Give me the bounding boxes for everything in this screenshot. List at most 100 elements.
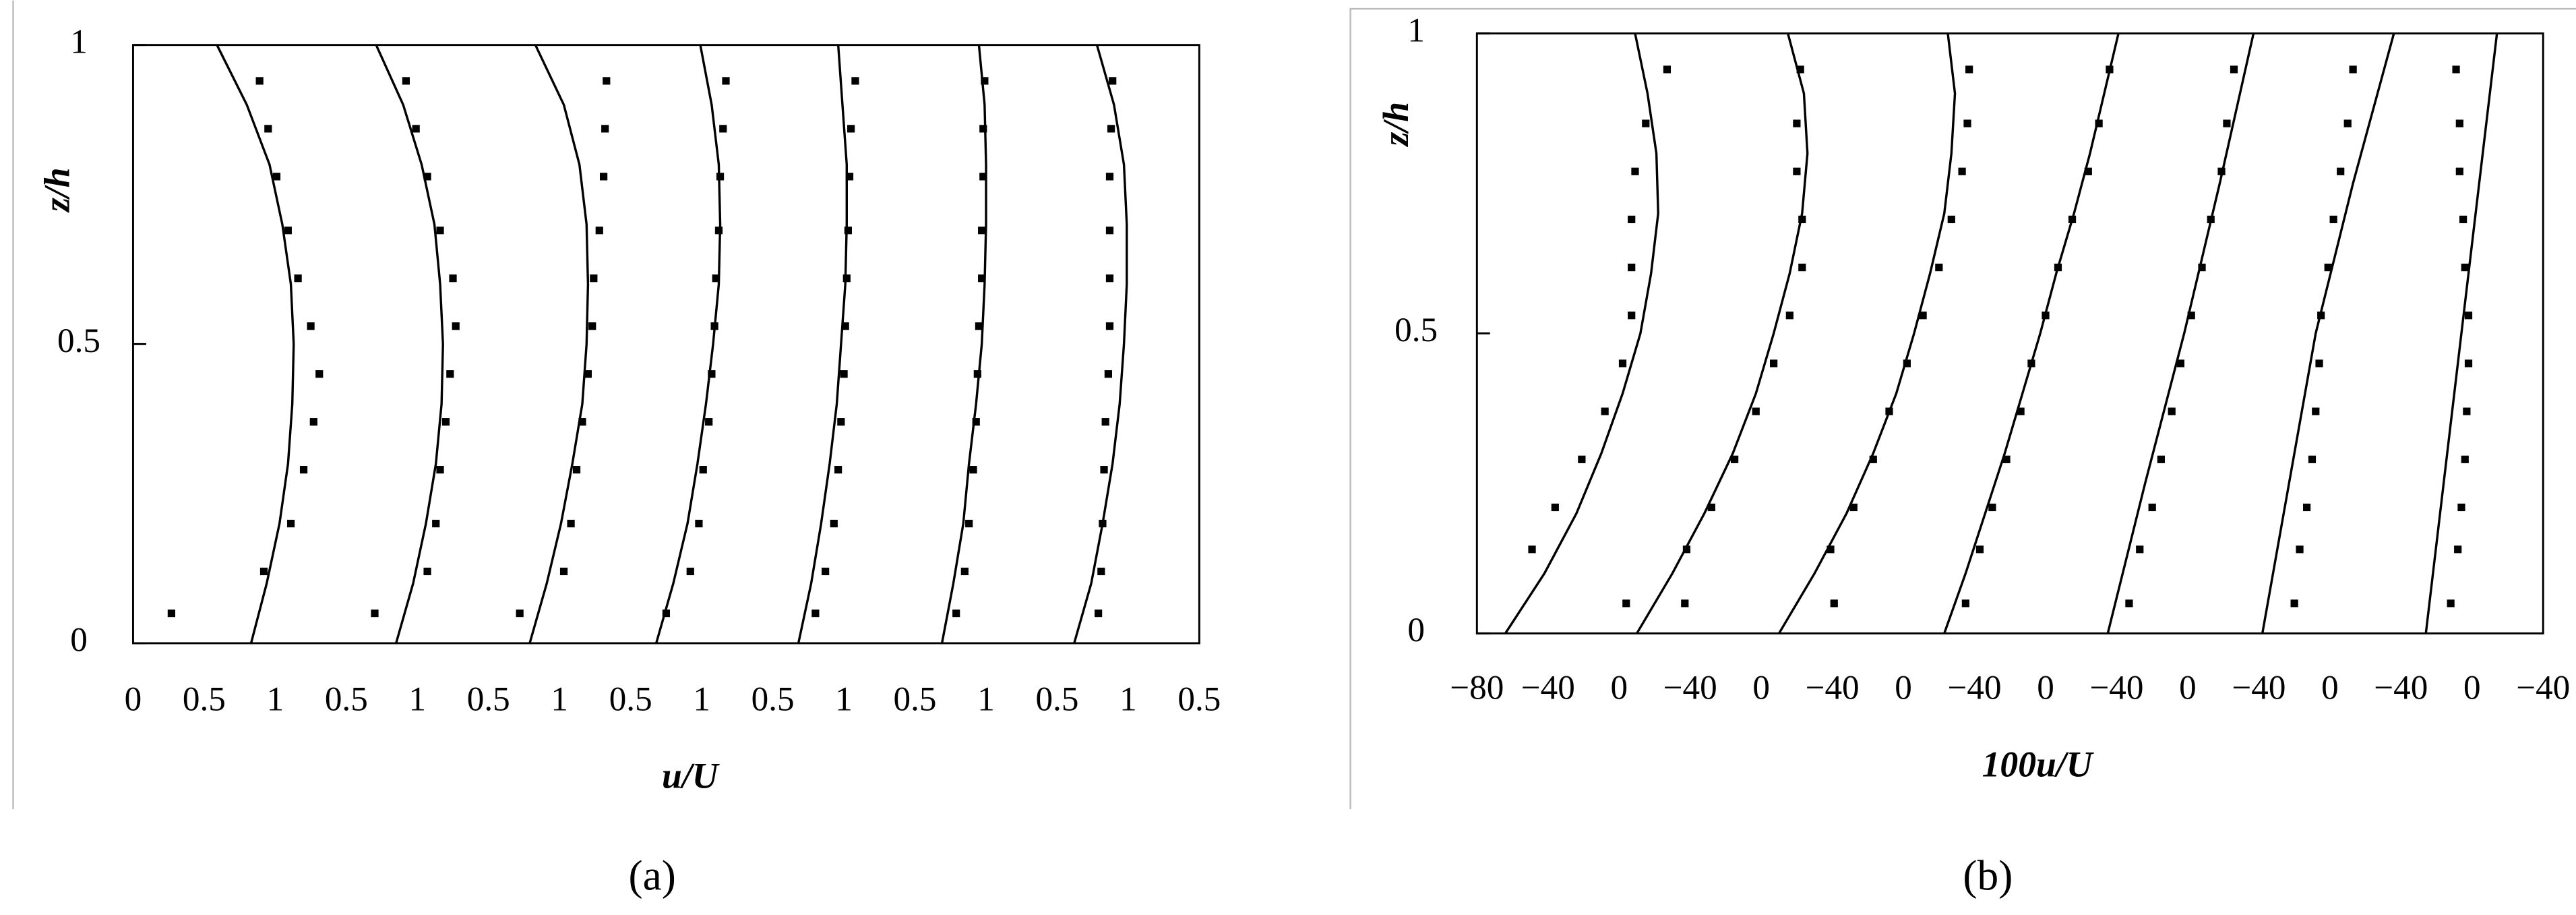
data-point: [1631, 167, 1639, 175]
y-tick-label: 0: [70, 621, 88, 659]
x-tick-label: 0.5: [894, 680, 937, 718]
data-point: [1099, 519, 1107, 528]
x-tick-label: 0.5: [183, 680, 226, 718]
data-point: [1095, 609, 1103, 618]
data-point: [2315, 359, 2323, 367]
data-point: [973, 370, 981, 378]
data-point: [837, 418, 845, 426]
data-point: [2002, 455, 2011, 463]
data-point: [432, 519, 440, 528]
data-point: [402, 77, 410, 85]
data-point: [441, 418, 450, 426]
data-point: [979, 173, 987, 181]
data-point: [842, 274, 851, 283]
x-tick-label: −40: [2516, 668, 2570, 707]
data-point: [969, 466, 977, 474]
data-point: [699, 466, 707, 474]
data-point: [599, 173, 608, 181]
data-point: [449, 274, 457, 283]
data-point: [2068, 215, 2077, 224]
x-tick-label: −40: [2374, 668, 2428, 707]
data-point: [1919, 312, 1927, 320]
data-point: [1663, 65, 1672, 73]
data-point: [2095, 119, 2103, 127]
data-point: [1770, 359, 1778, 367]
data-point: [559, 567, 568, 576]
data-point: [2125, 599, 2133, 608]
data-point: [851, 77, 859, 85]
x-tick-label: 0: [2037, 668, 2054, 707]
data-point: [830, 519, 838, 528]
x-tick-label: 0.5: [1177, 680, 1221, 718]
x-tick-label: 1: [1120, 680, 1137, 718]
data-point: [2455, 167, 2463, 175]
data-point: [412, 125, 420, 133]
data-point: [572, 466, 581, 474]
data-point: [1105, 227, 1114, 235]
data-point: [2337, 167, 2345, 175]
x-tick-label: 0: [1610, 668, 1628, 707]
y-tick-label: 0: [1407, 611, 1425, 649]
data-point: [1642, 119, 1650, 127]
data-point: [436, 227, 444, 235]
data-point: [1988, 503, 1996, 512]
data-point: [2157, 455, 2165, 463]
data-point: [255, 77, 264, 85]
profile-line: [375, 44, 444, 644]
panel-frame: [1349, 7, 2576, 810]
data-point: [2324, 263, 2332, 272]
data-point: [2136, 545, 2144, 554]
data-point: [1104, 370, 1112, 378]
data-point: [1105, 274, 1114, 283]
data-point: [584, 370, 592, 378]
data-point: [1551, 503, 1559, 512]
data-point: [1975, 545, 1984, 554]
data-point: [979, 125, 987, 133]
data-point: [1869, 455, 1877, 463]
x-tick-label: 1: [835, 680, 853, 718]
data-point: [844, 227, 852, 235]
x-tick-label: 0: [125, 680, 142, 718]
profile-line: [2424, 33, 2498, 634]
data-point: [2312, 407, 2320, 415]
data-point: [714, 227, 723, 235]
data-point: [1682, 545, 1691, 554]
data-point: [286, 519, 295, 528]
data-point: [315, 370, 324, 378]
profile-line: [528, 44, 590, 644]
data-point: [446, 370, 454, 378]
data-point: [686, 567, 694, 576]
data-point: [1752, 407, 1760, 415]
data-point: [1528, 545, 1536, 554]
data-point: [2461, 455, 2469, 463]
data-point: [2290, 599, 2298, 608]
data-point: [1105, 173, 1114, 181]
profile-line: [1504, 33, 1659, 634]
x-tick-label: 0.5: [609, 680, 652, 718]
x-tick-label: 0.5: [752, 680, 795, 718]
x-axis-label: 100u/U: [1982, 744, 2095, 785]
data-point: [965, 519, 973, 528]
data-point: [2017, 407, 2025, 415]
data-point: [2349, 65, 2357, 73]
data-point: [2454, 545, 2462, 554]
data-point: [2042, 312, 2050, 320]
data-point: [811, 609, 820, 618]
profile-line: [940, 45, 987, 644]
profile-line: [654, 45, 722, 644]
data-point: [2461, 263, 2469, 272]
data-point: [1935, 263, 1943, 272]
data-point: [294, 274, 302, 283]
data-point: [695, 519, 703, 528]
profile-line: [216, 44, 295, 644]
x-tick-label: 0: [2179, 668, 2197, 707]
data-point: [1628, 263, 1636, 272]
data-point: [1903, 359, 1911, 367]
data-point: [1097, 567, 1105, 576]
data-point: [981, 77, 989, 85]
data-point: [2452, 65, 2460, 73]
x-tick-label: 1: [551, 680, 568, 718]
y-tick-label: 1: [1407, 11, 1425, 49]
data-point: [2457, 503, 2465, 512]
data-point: [1731, 455, 1739, 463]
